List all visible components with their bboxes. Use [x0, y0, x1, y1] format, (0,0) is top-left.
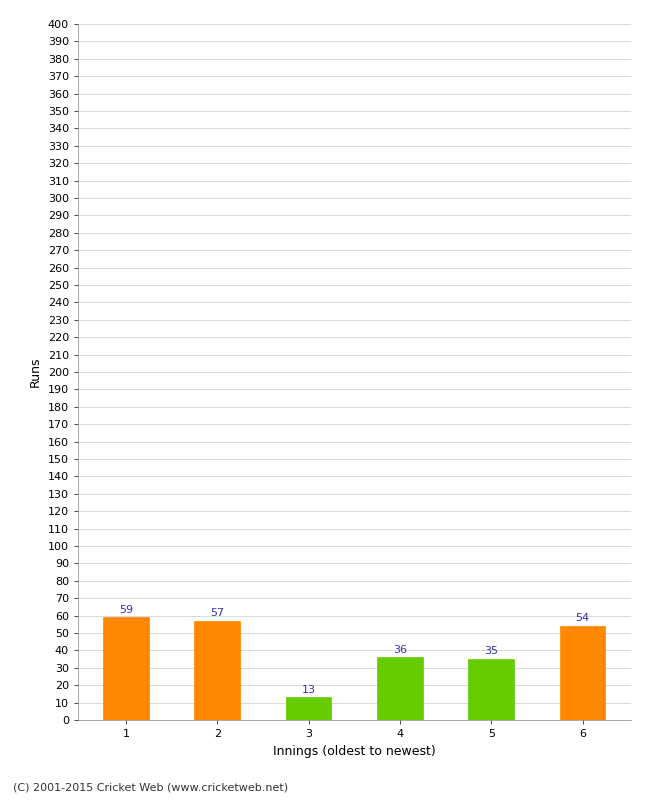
Text: 59: 59	[119, 605, 133, 614]
Bar	[469, 659, 514, 720]
Y-axis label: Runs: Runs	[29, 357, 42, 387]
X-axis label: Innings (oldest to newest): Innings (oldest to newest)	[273, 745, 436, 758]
Text: 57: 57	[210, 608, 224, 618]
Text: 36: 36	[393, 645, 407, 654]
Text: 54: 54	[575, 614, 590, 623]
Text: (C) 2001-2015 Cricket Web (www.cricketweb.net): (C) 2001-2015 Cricket Web (www.cricketwe…	[13, 782, 288, 792]
Bar	[103, 618, 149, 720]
Text: 35: 35	[484, 646, 499, 657]
Bar	[560, 626, 605, 720]
Bar	[286, 698, 332, 720]
Bar	[194, 621, 240, 720]
Bar	[377, 658, 423, 720]
Text: 13: 13	[302, 685, 316, 694]
